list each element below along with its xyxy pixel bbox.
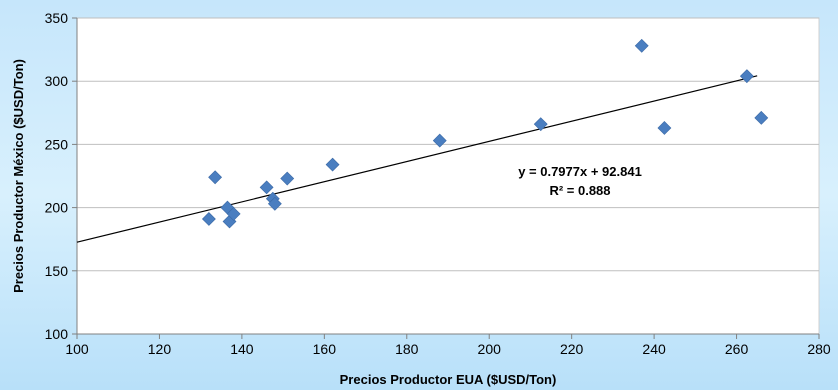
gridlines: [77, 17, 819, 272]
x-tick-label: 240: [642, 341, 666, 357]
x-tick-label: 100: [65, 341, 89, 357]
data-point: [267, 196, 282, 211]
x-tick-label: 160: [313, 341, 337, 357]
data-point: [325, 157, 340, 172]
x-tick-label: 200: [478, 341, 502, 357]
x-axis-ticks: 100 120 140 160 180 200 220 240 260 280: [65, 333, 831, 357]
x-axis-title: Precios Productor EUA ($USD/Ton): [340, 372, 557, 387]
data-point: [739, 69, 754, 84]
trendline-equation: y = 0.7977x + 92.841: [518, 164, 642, 179]
y-tick-label: 100: [45, 326, 69, 342]
y-axis-title: Precios Productor México ($USD/Ton): [11, 59, 26, 293]
trendline: [76, 75, 758, 243]
data-point: [754, 110, 769, 125]
x-tick-label: 220: [560, 341, 584, 357]
x-tick-label: 180: [395, 341, 419, 357]
x-tick-label: 120: [148, 341, 172, 357]
plot-area: [76, 17, 820, 335]
data-point: [657, 121, 672, 135]
y-tick-label: 250: [45, 136, 69, 152]
y-tick-label: 350: [45, 10, 69, 26]
y-tick-label: 200: [45, 200, 69, 216]
data-point: [634, 38, 649, 53]
data-point: [280, 171, 295, 186]
data-point: [226, 206, 241, 221]
x-tick-label: 260: [725, 341, 749, 357]
x-tick-label: 280: [807, 341, 831, 357]
y-tick-label: 300: [45, 73, 69, 89]
data-point: [201, 212, 216, 226]
data-point: [259, 180, 274, 195]
y-axis-ticks: 100 150 200 250 300 350: [45, 10, 78, 342]
data-point: [533, 117, 548, 132]
y-tick-label: 150: [45, 263, 69, 279]
data-point: [208, 170, 223, 185]
data-points: [201, 38, 769, 229]
x-tick-label: 140: [230, 341, 254, 357]
trendline-r2: R² = 0.888: [549, 183, 610, 198]
data-point: [432, 133, 447, 148]
